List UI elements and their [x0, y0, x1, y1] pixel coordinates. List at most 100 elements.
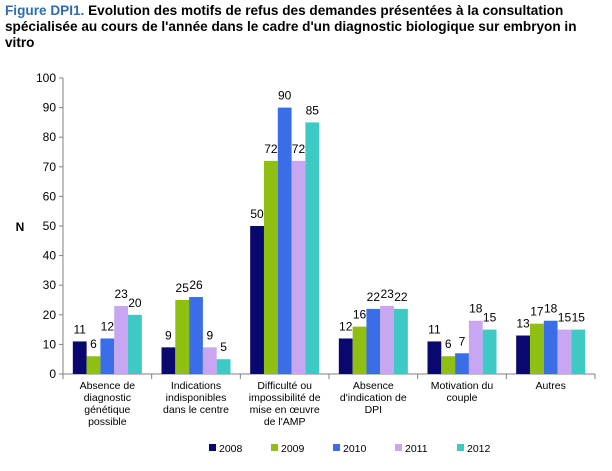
- bar-2011: [114, 305, 129, 374]
- bar-2010: [277, 107, 292, 374]
- y-tick-label: 100: [36, 71, 56, 85]
- bar-2008: [250, 226, 264, 374]
- bar-2012: [394, 308, 408, 374]
- category-label: génétique: [84, 404, 130, 416]
- bar-2011: [468, 320, 483, 374]
- data-label: 18: [469, 302, 483, 316]
- category-label: Motivation du: [431, 380, 494, 392]
- figure-title: Evolution des motifs de refus des demand…: [5, 3, 577, 50]
- category-label: dans le centre: [163, 404, 229, 416]
- category-label: Absence de: [80, 380, 136, 392]
- chart-title: Figure DPI1. Evolution des motifs de ref…: [5, 3, 605, 51]
- bar-2009: [263, 160, 278, 374]
- category-label: diagnostic: [84, 392, 131, 404]
- category-label: Difficulté ou: [257, 380, 312, 392]
- data-label: 15: [558, 311, 572, 325]
- bar-2008: [427, 341, 442, 374]
- bar-2010: [100, 338, 115, 374]
- y-tick-label: 90: [43, 101, 57, 115]
- legend-label: 2010: [343, 443, 367, 455]
- bar-2009: [86, 356, 101, 374]
- y-tick-label: 70: [43, 160, 57, 174]
- bar-2009: [441, 356, 456, 374]
- y-tick-label: 40: [43, 249, 57, 263]
- legend-label: 2011: [405, 443, 428, 455]
- legend-swatch-2008: [209, 444, 216, 451]
- category-label: mise en œuvre: [250, 404, 320, 416]
- data-label: 23: [114, 287, 128, 301]
- category-label: indisponibles: [166, 392, 227, 404]
- bar-2012: [305, 122, 320, 375]
- data-label: 17: [530, 305, 544, 319]
- data-label: 25: [176, 281, 190, 295]
- bar-2008: [516, 335, 530, 374]
- bar-2008: [338, 338, 353, 374]
- bar-2011: [380, 305, 395, 374]
- data-label: 13: [516, 317, 530, 331]
- y-tick-label: 60: [43, 189, 57, 203]
- bar-2011: [291, 160, 306, 374]
- category-label: Autres: [535, 380, 565, 392]
- y-tick-label: 50: [43, 219, 57, 233]
- data-label: 72: [264, 142, 278, 156]
- category-label: Indications: [171, 380, 221, 392]
- legend-label: 2012: [467, 443, 491, 455]
- y-tick-label: 20: [43, 308, 57, 322]
- data-label: 15: [572, 311, 586, 325]
- y-tick-label: 10: [43, 337, 57, 351]
- category-label: DPI: [365, 404, 383, 416]
- y-tick-label: 30: [43, 278, 57, 292]
- bar-2012: [482, 329, 497, 374]
- data-label: 5: [220, 340, 227, 354]
- category-label: d'indication de: [340, 392, 407, 404]
- bar-2010: [543, 320, 558, 374]
- data-label: 50: [250, 207, 264, 221]
- figure-label: Figure DPI1.: [5, 3, 85, 18]
- bar-2010: [455, 353, 469, 374]
- category-label: possible: [88, 416, 127, 428]
- y-tick-label: 80: [43, 130, 57, 144]
- legend-label: 2008: [219, 443, 243, 455]
- category-label: de l'AMP: [264, 416, 306, 428]
- legend-swatch-2009: [271, 444, 278, 451]
- data-label: 22: [367, 290, 381, 304]
- data-label: 85: [306, 103, 320, 117]
- data-label: 11: [73, 322, 86, 336]
- data-label: 9: [206, 328, 213, 342]
- bar-2009: [175, 300, 190, 374]
- data-label: 6: [445, 337, 452, 351]
- data-label: 90: [278, 89, 292, 103]
- data-label: 6: [90, 337, 97, 351]
- data-label: 12: [339, 319, 353, 333]
- bar-2011: [202, 347, 217, 374]
- bar-2012: [571, 329, 586, 374]
- data-label: 15: [483, 311, 497, 325]
- legend-swatch-2010: [333, 444, 340, 451]
- data-label: 72: [292, 142, 306, 156]
- category-label: impossibilité de: [249, 392, 321, 404]
- bar-2010: [189, 297, 203, 374]
- data-label: 16: [353, 308, 367, 322]
- bar-2011: [557, 329, 572, 374]
- data-label: 20: [128, 296, 142, 310]
- data-label: 11: [428, 322, 441, 336]
- legend-swatch-2012: [457, 444, 464, 451]
- bar-2009: [352, 326, 367, 374]
- category-label: couple: [447, 392, 478, 404]
- data-label: 9: [165, 328, 172, 342]
- bar-2009: [529, 323, 544, 374]
- data-label: 26: [189, 278, 203, 292]
- data-label: 12: [101, 319, 115, 333]
- bar-2008: [161, 347, 176, 374]
- data-label: 23: [380, 287, 394, 301]
- bar-2012: [128, 314, 142, 374]
- y-tick-label: 0: [49, 367, 56, 381]
- data-label: 7: [459, 334, 466, 348]
- data-label: 22: [394, 290, 408, 304]
- category-label: Absence: [353, 380, 394, 392]
- y-axis-label: N: [16, 220, 25, 234]
- bar-2010: [366, 308, 381, 374]
- bar-2012: [216, 359, 231, 374]
- bar-2008: [72, 341, 87, 374]
